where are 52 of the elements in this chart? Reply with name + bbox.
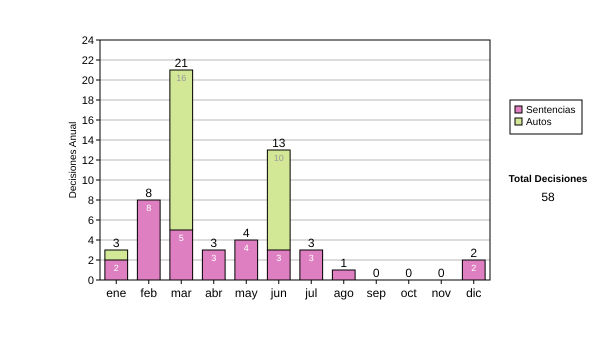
total-label: 1 — [340, 256, 348, 270]
data-label: 2 — [471, 263, 476, 273]
total-label: 0 — [438, 266, 445, 280]
y-tick-label: 4 — [88, 235, 94, 247]
data-label: 8 — [146, 203, 152, 213]
data-label: 3 — [276, 253, 282, 263]
x-tick-label: abr — [205, 286, 222, 300]
y-tick-label: 14 — [82, 135, 94, 147]
x-tick-label: jul — [304, 286, 318, 300]
y-tick-label: 12 — [82, 155, 94, 167]
data-label: 3 — [211, 253, 216, 263]
x-tick-label: oct — [400, 286, 418, 300]
data-label: 16 — [176, 73, 186, 83]
text: 58 — [541, 190, 555, 204]
data-label: 4 — [244, 243, 249, 253]
y-tick-label: 10 — [82, 175, 94, 187]
data-label: 3 — [308, 253, 314, 263]
total-label: 3 — [308, 236, 315, 250]
text: Total Decisiones — [508, 174, 588, 185]
y-tick-label: 16 — [82, 115, 94, 127]
x-tick-label: dic — [466, 286, 482, 300]
y-tick-label: 8 — [88, 195, 94, 207]
y-axis-title: Decisiones Anual — [68, 122, 79, 198]
x-tick-label: ago — [334, 286, 354, 300]
total-label: 21 — [174, 56, 188, 70]
y-tick-label: 6 — [88, 215, 94, 227]
x-tick-label: ene — [106, 286, 127, 300]
x-tick-label: may — [234, 286, 258, 300]
y-tick-label: 2 — [88, 255, 94, 267]
total-label: 0 — [372, 266, 380, 280]
total-label: 8 — [145, 186, 152, 200]
data-label: 5 — [178, 233, 184, 243]
data-label: 2 — [114, 263, 119, 273]
total-label: 3 — [210, 236, 218, 250]
legend-label: Autos — [526, 117, 552, 128]
y-tick-label: 0 — [88, 275, 94, 287]
total-label: 4 — [242, 226, 250, 240]
x-tick-label: nov — [432, 286, 451, 300]
total-label: 2 — [470, 246, 478, 260]
y-tick-label: 22 — [82, 55, 94, 67]
data-label: 10 — [274, 153, 284, 163]
y-tick-label: 18 — [82, 95, 94, 107]
x-tick-label: feb — [140, 286, 158, 300]
x-tick-label: mar — [170, 286, 192, 300]
x-tick-label: sep — [366, 286, 386, 300]
x-tick-label: jun — [270, 286, 287, 300]
total-label: 3 — [112, 236, 120, 250]
y-tick-label: 24 — [82, 35, 94, 47]
total-label: 13 — [272, 136, 286, 150]
total-label: 0 — [405, 266, 412, 280]
legend-label: Sentencias — [526, 105, 576, 116]
y-tick-label: 20 — [82, 75, 94, 87]
